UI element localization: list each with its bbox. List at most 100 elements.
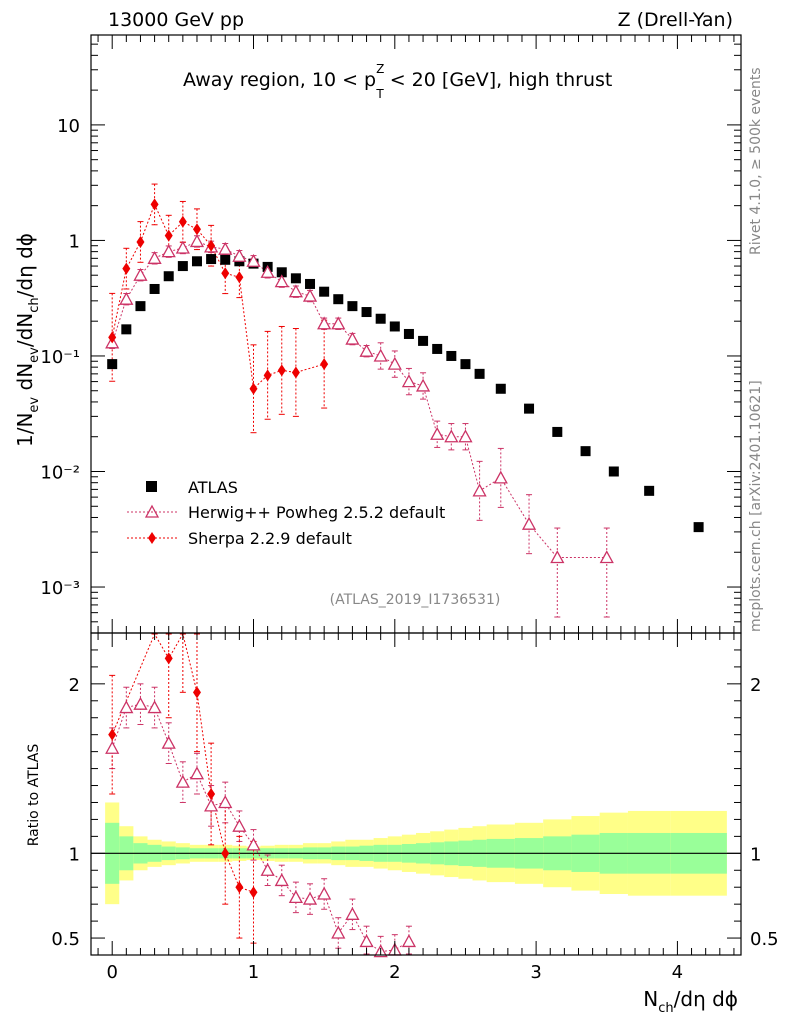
ratio-herwig-point-17 <box>345 906 360 920</box>
rivet-version: Rivet 4.1.0, ≥ 500k events <box>748 67 764 255</box>
ratio-herwig-point-4 <box>161 735 176 749</box>
ratio-herwig-line <box>111 703 410 953</box>
sherpa-point-8 <box>221 267 230 280</box>
ratio-sherpa-point-4 <box>192 686 201 699</box>
atlas-point-28 <box>524 403 535 414</box>
legend: ATLAS Herwig++ Powheg 2.5.2 default Sher… <box>127 478 445 548</box>
y-main-tick-label-1: 10⁻² <box>40 462 80 483</box>
sherpa-point-14 <box>320 358 329 371</box>
sherpa-point-1 <box>122 262 131 275</box>
atlas-point-24 <box>446 350 457 361</box>
ratio-herwig-point-14 <box>302 891 318 905</box>
y-axis-label-ratio: Ratio to ATLAS <box>26 744 42 847</box>
sherpa-point-0 <box>108 331 117 344</box>
ratio-herwig-point-21 <box>401 934 417 948</box>
atlas-point-19 <box>375 313 386 324</box>
atlas-point-13 <box>290 273 301 284</box>
mcplots-reference: mcplots.cern.ch [arXiv:2401.10621] <box>748 380 764 632</box>
legend-marker-atlas <box>146 481 157 492</box>
title-subscript: T <box>375 87 384 101</box>
atlas-point-30 <box>580 446 591 457</box>
y-ratio-tick-label-left-2: 2 <box>69 675 80 696</box>
herwig-point-29 <box>550 550 565 564</box>
atlas-point-6 <box>191 256 202 267</box>
x-tick-label-2: 2 <box>389 962 400 983</box>
y-ratio-tick-label-right-1: 1 <box>750 844 761 865</box>
herwig-point-12 <box>274 274 289 288</box>
atlas-point-8 <box>220 254 231 265</box>
herwig-point-30 <box>599 550 614 564</box>
y-axis-label-main: 1/Nev dNev/dNch/dη dϕ <box>13 233 42 447</box>
ratio-herwig-point-9 <box>232 818 247 832</box>
ratio-sherpa-point-0 <box>108 728 117 741</box>
ratio-plot-area <box>105 632 417 958</box>
ratio-sherpa-point-2 <box>164 652 173 665</box>
ratio-herwig-point-1 <box>119 700 134 714</box>
atlas-point-27 <box>495 383 506 394</box>
herwig-point-17 <box>345 331 360 345</box>
sherpa-point-4 <box>164 229 173 242</box>
ratio-sherpa-point-7 <box>235 881 244 894</box>
herwig-point-20 <box>387 356 402 370</box>
ratio-herwig-point-2 <box>133 696 148 710</box>
panel-title: Away region, 10 < pZ T < 20 [GeV], high t… <box>183 62 612 101</box>
herwig-point-10 <box>246 253 261 267</box>
x-tick-label-0: 0 <box>106 962 117 983</box>
herwig-point-13 <box>288 284 303 298</box>
atlas-point-20 <box>389 321 400 332</box>
herwig-point-28 <box>521 516 537 530</box>
atlas-point-3 <box>149 283 160 294</box>
herwig-point-25 <box>458 429 473 443</box>
sherpa-point-10 <box>249 382 258 395</box>
title-superscript: Z <box>376 62 384 76</box>
ratio-uncertainty-bands <box>91 802 741 905</box>
herwig-point-24 <box>444 429 459 443</box>
atlas-point-33 <box>693 522 704 533</box>
sherpa-point-3 <box>150 198 159 211</box>
atlas-point-5 <box>177 261 188 272</box>
ratio-herwig-point-18 <box>359 934 374 948</box>
y-ratio-tick-label-left-1: 1 <box>69 844 80 865</box>
herwig-point-23 <box>430 426 445 440</box>
process-label: Z (Drell-Yan) <box>618 9 733 31</box>
sherpa-point-13 <box>291 366 300 379</box>
ratio-herwig-point-15 <box>317 886 332 900</box>
herwig-point-22 <box>415 378 431 392</box>
herwig-point-3 <box>147 250 162 264</box>
title-text: Away region, 10 < pZ T < 20 [GeV], high t… <box>183 62 612 101</box>
herwig-point-6 <box>189 234 205 248</box>
atlas-point-23 <box>432 343 443 354</box>
title-suffix: < 20 [GeV], high thrust <box>384 69 613 91</box>
atlas-point-32 <box>644 485 655 496</box>
x-tick-label-3: 3 <box>530 962 541 983</box>
herwig-point-14 <box>302 288 318 302</box>
legend-marker-herwig <box>144 504 160 518</box>
ratio-herwig-point-5 <box>175 774 190 788</box>
herwig-point-21 <box>401 374 417 388</box>
atlas-point-21 <box>403 328 414 339</box>
herwig-point-11 <box>260 264 275 278</box>
y-ratio-tick-label-right-0: 0.5 <box>750 929 779 950</box>
ratio-herwig-point-3 <box>147 700 162 714</box>
ratio-herwig-point-10 <box>246 837 261 851</box>
ratio-herwig-point-16 <box>331 925 346 939</box>
atlas-point-31 <box>608 466 619 477</box>
y-main-tick-label-2: 10⁻¹ <box>40 347 80 368</box>
herwig-point-19 <box>373 348 388 362</box>
herwig-point-8 <box>218 241 233 255</box>
atlas-point-4 <box>163 271 174 282</box>
herwig-point-5 <box>175 240 190 254</box>
atlas-point-16 <box>333 294 344 305</box>
sherpa-point-2 <box>136 235 145 248</box>
legend-label-herwig: Herwig++ Powheg 2.5.2 default <box>188 503 445 522</box>
main-plot-area <box>105 183 704 618</box>
herwig-point-18 <box>359 343 374 357</box>
x-tick-label-1: 1 <box>248 962 259 983</box>
legend-label-atlas: ATLAS <box>188 478 238 497</box>
atlas-point-12 <box>276 267 287 278</box>
y-main-tick-label-3: 1 <box>69 231 80 252</box>
x-tick-label-4: 4 <box>672 962 683 983</box>
atlas-point-1 <box>121 324 132 335</box>
sherpa-point-12 <box>277 364 286 377</box>
